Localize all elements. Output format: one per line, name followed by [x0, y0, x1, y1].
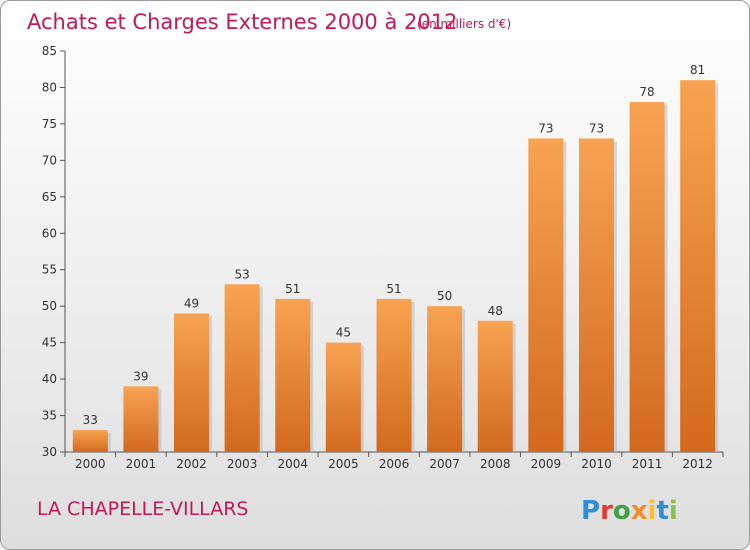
y-tick-label: 30	[42, 445, 57, 459]
place-name: LA CHAPELLE-VILLARS	[37, 498, 248, 520]
value-label-2009: 73	[538, 121, 553, 135]
x-tick-label: 2011	[632, 457, 663, 471]
x-tick-label: 2007	[429, 457, 460, 471]
logo-letter: x	[631, 496, 648, 526]
y-tick-label: 50	[42, 299, 57, 313]
x-tick-label: 2002	[176, 457, 207, 471]
value-label-2007: 50	[437, 289, 452, 303]
bar-2003	[224, 284, 260, 452]
bar-2009	[528, 138, 564, 452]
x-tick-label: 2006	[379, 457, 410, 471]
value-label-2006: 51	[386, 282, 401, 296]
value-label-2003: 53	[235, 267, 250, 281]
bar-2010	[578, 138, 614, 452]
y-tick-label: 45	[42, 336, 57, 350]
x-tick-label: 2004	[277, 457, 308, 471]
value-labels: 33 39 49 53 51 45 51 50 48 73 73 78 81	[83, 63, 706, 427]
value-label-2005: 45	[336, 326, 351, 340]
y-tick-label: 35	[42, 409, 57, 423]
bar-2002	[174, 313, 210, 452]
y-tick-label: 80	[42, 80, 57, 94]
bar-2011	[629, 102, 665, 452]
x-tick-label: 2000	[75, 457, 106, 471]
y-tick-label: 60	[42, 226, 57, 240]
y-tick-label: 85	[42, 44, 57, 58]
bar-2000	[72, 430, 108, 452]
logo-letter: t	[656, 496, 668, 526]
value-label-2000: 33	[83, 413, 98, 427]
y-tick-label: 75	[42, 117, 57, 131]
bars	[72, 80, 719, 452]
axes: 30 35 40 45 50 55 60 65 70 75 80 85 2000 2001 2002 2003…	[42, 44, 724, 471]
logo-letter: P	[581, 496, 600, 526]
logo-letter: r	[600, 496, 613, 526]
y-tick-label: 40	[42, 372, 57, 386]
logo-letter: i	[648, 496, 657, 526]
y-tick-label: 55	[42, 263, 57, 277]
logo-letter: o	[613, 496, 631, 526]
bar-2006	[376, 298, 412, 452]
y-tick-label: 65	[42, 190, 57, 204]
y-tick-label: 70	[42, 153, 57, 167]
value-label-2012: 81	[690, 63, 705, 77]
value-label-2008: 48	[488, 304, 503, 318]
bar-2004	[275, 298, 311, 452]
proxiti-logo: Proxiti	[581, 496, 678, 526]
bar-2008	[477, 320, 513, 452]
value-label-2004: 51	[285, 282, 300, 296]
x-tick-label: 2009	[531, 457, 562, 471]
x-tick-label: 2003	[227, 457, 258, 471]
x-tick-label: 2005	[328, 457, 359, 471]
bar-2012	[680, 80, 716, 452]
x-tick-label: 2012	[682, 457, 713, 471]
chart-title: Achats et Charges Externes 2000 à 2012	[27, 10, 457, 34]
value-label-2002: 49	[184, 296, 199, 310]
x-tick-label: 2010	[581, 457, 612, 471]
value-label-2010: 73	[589, 121, 604, 135]
x-tick-label: 2008	[480, 457, 511, 471]
bar-2005	[325, 342, 361, 452]
bar-2001	[123, 386, 159, 452]
value-label-2001: 39	[133, 369, 148, 383]
value-label-2011: 78	[639, 85, 654, 99]
bar-2007	[427, 306, 463, 452]
logo-letter: i	[669, 496, 678, 526]
x-tick-label: 2001	[126, 457, 157, 471]
chart-subtitle: (en milliers d'€)	[417, 17, 511, 31]
